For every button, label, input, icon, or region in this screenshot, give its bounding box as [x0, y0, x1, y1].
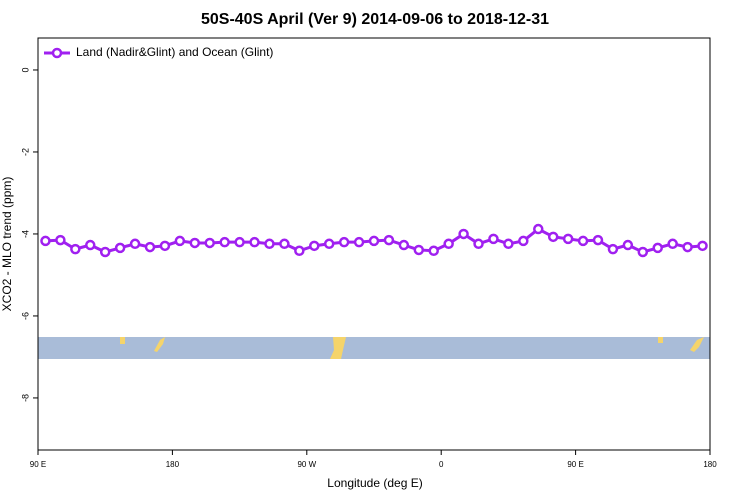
point	[249, 236, 260, 248]
point	[234, 236, 245, 248]
point	[533, 223, 544, 235]
point	[279, 238, 290, 250]
point	[503, 238, 514, 250]
point	[697, 240, 708, 252]
point	[368, 235, 380, 247]
y-axis-label: XCO2 - MLO trend (ppm)	[0, 177, 14, 312]
point	[622, 239, 634, 251]
point	[577, 235, 589, 247]
chart-title: 50S-40S April (Ver 9) 2014-09-06 to 2018…	[201, 11, 549, 28]
point	[70, 243, 81, 255]
plot-frame	[37, 37, 711, 451]
point	[129, 238, 141, 250]
point	[682, 241, 693, 253]
legend-label: Land (Nadir&Glint) and Ocean (Glint)	[76, 45, 273, 59]
point	[189, 237, 201, 249]
point	[652, 242, 663, 254]
y-tick-label: -6	[20, 312, 30, 320]
point	[99, 246, 111, 258]
x-tick-label: 0	[439, 460, 444, 469]
point	[518, 235, 529, 247]
point	[353, 236, 365, 248]
y-tick-label: 0	[20, 67, 30, 72]
point	[428, 245, 439, 257]
point	[473, 238, 484, 250]
point	[383, 234, 395, 246]
point	[458, 228, 469, 240]
point	[637, 246, 649, 258]
point	[338, 236, 350, 248]
point	[309, 240, 320, 252]
x-tick-label: 90 W	[297, 460, 316, 469]
x-axis-label: Longitude (deg E)	[327, 476, 422, 490]
point	[40, 235, 51, 247]
point	[219, 236, 230, 248]
x-tick-label: 180	[166, 460, 180, 469]
point	[159, 240, 171, 252]
legend: Land (Nadir&Glint) and Ocean (Glint)	[44, 45, 273, 59]
point	[443, 238, 454, 250]
point	[264, 238, 275, 250]
y-tick-label: -8	[20, 394, 30, 402]
x-tick-label: 90 E	[567, 460, 583, 469]
point	[413, 244, 425, 256]
point	[592, 234, 604, 246]
point	[547, 231, 559, 243]
y-tick-label: -2	[20, 148, 30, 156]
legend-marker	[51, 47, 63, 59]
point	[398, 239, 410, 251]
surface-strip	[38, 337, 710, 359]
point	[607, 243, 619, 255]
point	[144, 241, 156, 253]
x-tick-label: 90 E	[30, 460, 46, 469]
point	[294, 245, 305, 257]
point	[85, 239, 96, 251]
point	[488, 233, 499, 245]
x-tick-label: 180	[703, 460, 717, 469]
point	[562, 233, 574, 245]
point	[204, 237, 215, 249]
point	[114, 242, 126, 254]
point	[55, 234, 66, 246]
point	[174, 235, 186, 247]
y-tick-label: -4	[20, 230, 30, 238]
point	[667, 238, 678, 250]
point	[323, 238, 335, 250]
